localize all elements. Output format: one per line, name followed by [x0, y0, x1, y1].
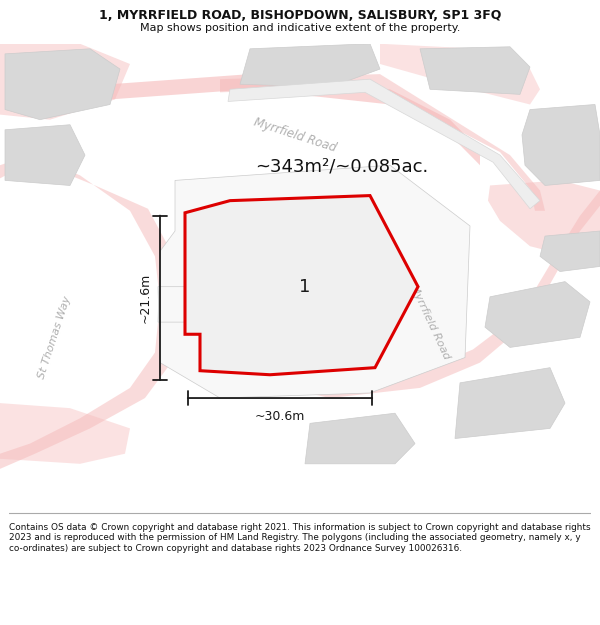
- Polygon shape: [420, 47, 530, 94]
- Text: Map shows position and indicative extent of the property.: Map shows position and indicative extent…: [140, 22, 460, 32]
- Text: Contains OS data © Crown copyright and database right 2021. This information is : Contains OS data © Crown copyright and d…: [9, 523, 590, 552]
- Polygon shape: [158, 165, 470, 398]
- Text: ~343m²/~0.085ac.: ~343m²/~0.085ac.: [255, 158, 428, 176]
- Text: ~21.6m: ~21.6m: [139, 272, 152, 323]
- Polygon shape: [455, 368, 565, 439]
- Polygon shape: [175, 191, 600, 398]
- Polygon shape: [0, 44, 130, 119]
- Polygon shape: [522, 104, 600, 186]
- Polygon shape: [380, 44, 540, 104]
- Polygon shape: [488, 181, 600, 256]
- Polygon shape: [5, 125, 85, 186]
- Polygon shape: [240, 44, 380, 88]
- Polygon shape: [485, 282, 590, 348]
- Polygon shape: [220, 74, 545, 211]
- Text: 1, MYRRFIELD ROAD, BISHOPDOWN, SALISBURY, SP1 3FQ: 1, MYRRFIELD ROAD, BISHOPDOWN, SALISBURY…: [99, 9, 501, 22]
- Polygon shape: [5, 49, 120, 119]
- Text: 1: 1: [299, 278, 311, 296]
- Polygon shape: [185, 196, 418, 375]
- Text: St Thomas Way: St Thomas Way: [37, 294, 73, 380]
- Polygon shape: [110, 74, 480, 165]
- Text: Myrrfield Road: Myrrfield Road: [408, 283, 452, 361]
- Polygon shape: [540, 231, 600, 271]
- Polygon shape: [305, 413, 415, 464]
- Text: ~30.6m: ~30.6m: [255, 410, 305, 423]
- Text: Myrrfield Road: Myrrfield Road: [252, 116, 338, 154]
- Polygon shape: [228, 79, 540, 209]
- Polygon shape: [0, 155, 178, 469]
- Polygon shape: [0, 403, 130, 464]
